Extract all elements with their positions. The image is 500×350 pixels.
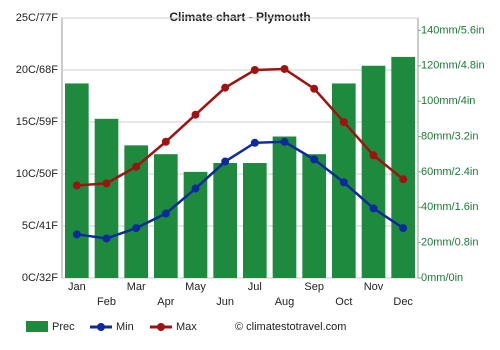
- x-tick-label: Aug: [275, 296, 295, 308]
- point: [132, 224, 141, 233]
- bar: [124, 145, 148, 278]
- point: [280, 137, 289, 146]
- point: [339, 118, 348, 126]
- point: [399, 175, 408, 184]
- bar: [272, 136, 297, 278]
- point: [310, 84, 319, 93]
- x-tick-label: Jan: [68, 281, 86, 293]
- point: [369, 204, 378, 213]
- y2-tick-label: 20mm/0.8in: [421, 237, 478, 249]
- x-tick-label: Jul: [248, 281, 262, 293]
- x-tick-label: Feb: [97, 296, 116, 308]
- point: [221, 83, 230, 92]
- point: [399, 224, 408, 233]
- bar: [94, 118, 119, 278]
- y-tick-label: 15C/59F: [16, 116, 58, 128]
- point: [280, 64, 289, 73]
- point: [161, 209, 170, 218]
- x-tick-label: Jun: [216, 296, 234, 308]
- y2-tick-label: 120mm/4.8in: [421, 60, 485, 72]
- y2-tick-label: 0mm/0in: [421, 272, 463, 284]
- legend-swatch: [157, 323, 165, 331]
- point: [310, 155, 319, 164]
- point: [369, 151, 378, 160]
- legend-swatch: [26, 321, 48, 332]
- bar: [65, 83, 89, 279]
- x-tick-label: May: [185, 281, 206, 293]
- line: [76, 140, 404, 240]
- point: [102, 179, 111, 188]
- point: [132, 162, 141, 171]
- y2-tick-label: 140mm/5.6in: [421, 24, 485, 36]
- point: [161, 137, 170, 146]
- bar: [391, 56, 415, 279]
- point: [72, 230, 81, 239]
- y2-tick-label: 40mm/1.6in: [421, 201, 478, 213]
- point: [191, 110, 200, 119]
- credit: © climatestotravel.com: [235, 321, 346, 333]
- point: [339, 178, 348, 187]
- point: [102, 234, 111, 243]
- y-tick-label: 25C/77F: [16, 12, 58, 24]
- bar: [361, 65, 386, 279]
- y-tick-label: 5C/41F: [22, 220, 58, 232]
- y2-tick-label: 60mm/2.4in: [421, 166, 478, 178]
- y2-tick-label: 80mm/3.2in: [421, 130, 478, 142]
- x-tick-label: Mar: [127, 281, 146, 293]
- bar: [243, 163, 267, 278]
- legend-label: Prec: [52, 321, 75, 333]
- bar: [183, 171, 208, 278]
- legend-swatch: [97, 323, 105, 331]
- x-tick-label: Dec: [393, 296, 413, 308]
- x-tick-label: Sep: [304, 281, 324, 293]
- legend-label: Max: [176, 321, 197, 333]
- x-tick-label: Nov: [364, 281, 384, 293]
- point: [72, 181, 81, 190]
- x-tick-label: Oct: [335, 296, 352, 308]
- y-tick-label: 0C/32F: [22, 272, 58, 284]
- y-tick-label: 10C/50F: [16, 168, 58, 180]
- line: [76, 67, 404, 187]
- y2-tick-label: 100mm/4in: [421, 95, 475, 107]
- y-tick-label: 20C/68F: [16, 64, 58, 76]
- x-tick-label: Apr: [157, 296, 174, 308]
- chart-title: Climate chart - Plymouth: [169, 10, 310, 24]
- point: [250, 66, 259, 74]
- point: [250, 138, 259, 147]
- bar: [213, 163, 237, 278]
- legend: Prec Min Max © climatestotravel.com: [26, 321, 346, 333]
- point: [221, 157, 230, 166]
- point: [191, 184, 200, 193]
- legend-label: Min: [116, 321, 134, 333]
- bar: [302, 154, 326, 278]
